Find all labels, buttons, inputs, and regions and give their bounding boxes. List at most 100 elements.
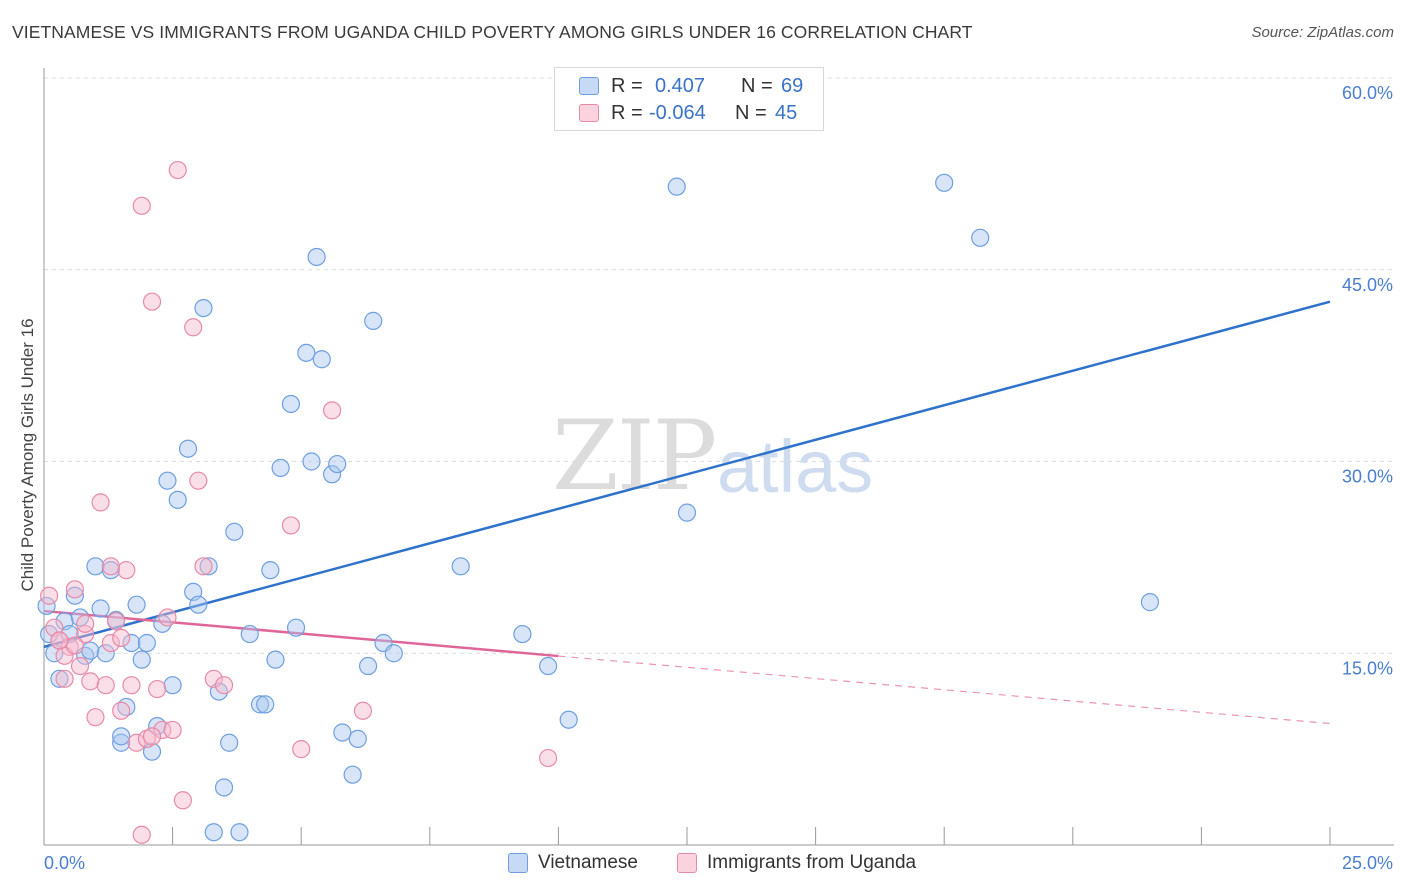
point-vietnamese — [101, 561, 120, 580]
tick-labels: 15.0% 30.0% 45.0% 60.0% 0.0% 25.0% — [44, 83, 1393, 873]
grid-lines — [44, 77, 1394, 654]
point-vietnamese — [935, 173, 954, 192]
point-uganda — [148, 679, 167, 699]
y-tick-label: 60.0% — [1342, 83, 1393, 103]
legend-r-label: R = — [611, 74, 643, 97]
point-uganda — [353, 701, 373, 720]
point-uganda — [122, 676, 141, 695]
legend-r-label: R = — [611, 101, 643, 124]
legend-swatch-uganda — [677, 853, 697, 873]
point-vietnamese — [307, 247, 326, 267]
y-tick-label: 30.0% — [1342, 467, 1393, 487]
legend-r-value: -0.064 — [649, 101, 706, 124]
legend-n-value: 69 — [781, 74, 804, 97]
x-tick-label: 0.0% — [44, 853, 85, 873]
point-uganda — [65, 580, 84, 599]
trend-line-uganda — [43, 609, 559, 658]
point-vietnamese — [266, 650, 285, 669]
point-uganda — [281, 516, 301, 535]
point-vietnamese — [220, 733, 239, 752]
point-uganda — [132, 196, 151, 215]
point-vietnamese — [60, 624, 79, 644]
point-vietnamese — [50, 669, 69, 688]
point-vietnamese — [230, 823, 249, 842]
point-uganda — [322, 401, 342, 420]
point-vietnamese — [559, 710, 578, 729]
point-vietnamese — [513, 624, 532, 644]
point-uganda — [142, 292, 162, 311]
legend-r-value: 0.407 — [655, 74, 706, 97]
point-uganda — [91, 493, 110, 512]
point-vietnamese — [204, 823, 223, 842]
point-vietnamese — [178, 439, 198, 458]
series-legend: Vietnamese Immigrants from Uganda — [0, 852, 1406, 878]
point-uganda — [168, 160, 187, 180]
source-label: Source: ZipAtlas.com — [1251, 24, 1394, 41]
point-vietnamese — [322, 465, 342, 484]
legend-label-vietnamese: Vietnamese — [538, 852, 638, 873]
y-axis-label: Child Poverty Among Girls Under 16 — [18, 318, 37, 591]
point-vietnamese — [256, 695, 275, 714]
legend-row-vietnamese: R = 0.407 N = 69 — [579, 74, 803, 98]
point-vietnamese — [194, 299, 213, 318]
axes — [43, 68, 1394, 846]
data-points — [37, 160, 1160, 844]
legend-item-vietnamese: Vietnamese — [508, 852, 638, 874]
point-vietnamese — [384, 644, 403, 663]
legend-label-uganda: Immigrants from Uganda — [707, 852, 917, 873]
point-uganda — [194, 557, 213, 576]
point-vietnamese — [65, 586, 84, 605]
point-vietnamese — [225, 522, 244, 541]
point-uganda — [117, 561, 136, 580]
point-vietnamese — [302, 452, 321, 471]
stats-legend: R = 0.407 N = 69 R = -0.064 N = 45 — [554, 67, 824, 131]
point-uganda — [142, 727, 162, 746]
point-uganda — [204, 669, 223, 688]
point-uganda — [214, 676, 234, 695]
point-uganda — [158, 608, 177, 627]
point-vietnamese — [677, 503, 697, 522]
point-uganda — [96, 676, 115, 695]
point-vietnamese — [158, 471, 177, 490]
point-uganda — [70, 656, 90, 676]
legend-swatch-vietnamese — [508, 853, 528, 873]
point-vietnamese — [199, 557, 218, 576]
point-vietnamese — [137, 633, 156, 653]
point-uganda — [101, 557, 120, 576]
point-vietnamese — [297, 343, 316, 362]
point-uganda — [86, 708, 105, 727]
point-uganda — [101, 633, 120, 653]
point-uganda — [132, 825, 151, 844]
point-uganda — [106, 612, 126, 631]
point-vietnamese — [86, 557, 105, 576]
x-tick-label: 25.0% — [1342, 853, 1393, 873]
point-vietnamese — [667, 177, 686, 196]
point-uganda — [112, 628, 131, 648]
point-vietnamese — [163, 676, 182, 695]
point-vietnamese — [1140, 593, 1160, 612]
point-vietnamese — [364, 311, 383, 330]
legend-n-label: N = — [735, 101, 767, 124]
point-vietnamese — [240, 624, 259, 644]
point-vietnamese — [328, 454, 347, 474]
y-tick-label: 45.0% — [1342, 275, 1393, 295]
point-uganda — [292, 740, 311, 759]
legend-swatch-uganda — [579, 104, 599, 122]
watermark-zip: ZIP — [552, 400, 717, 512]
point-vietnamese — [358, 656, 378, 676]
point-vietnamese — [539, 656, 558, 676]
point-uganda — [163, 720, 182, 740]
point-vietnamese — [971, 228, 990, 247]
legend-n-value: 45 — [775, 101, 798, 124]
point-vietnamese — [168, 490, 187, 509]
legend-n-label: N = — [741, 74, 773, 97]
point-vietnamese — [132, 650, 151, 669]
trend-line-uganda-extension — [558, 655, 1331, 725]
legend-swatch-vietnamese — [579, 77, 599, 95]
point-uganda — [40, 586, 59, 605]
legend-row-uganda: R = -0.064 N = 45 — [579, 101, 797, 125]
point-vietnamese — [286, 618, 306, 637]
point-uganda — [539, 748, 558, 768]
y-tick-label: 15.0% — [1342, 658, 1393, 678]
